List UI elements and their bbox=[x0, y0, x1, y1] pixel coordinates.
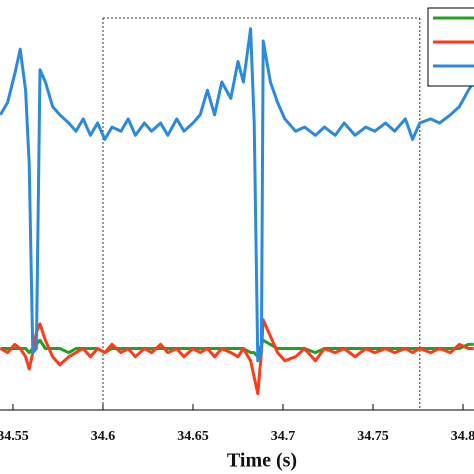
series-line bbox=[0, 338, 474, 359]
x-tick-label: 34.7 bbox=[271, 429, 296, 444]
legend-box bbox=[427, 7, 474, 87]
series-line bbox=[0, 318, 474, 396]
x-tick-label: 34.6 bbox=[91, 429, 116, 444]
x-tick-label: 34.55 bbox=[0, 429, 29, 444]
x-axis-label: Time (s) bbox=[227, 450, 297, 472]
x-tick-label: 34.8 bbox=[451, 429, 474, 444]
series-line bbox=[0, 27, 474, 363]
x-tick-label: 34.65 bbox=[177, 429, 209, 444]
x-tick-label: 34.75 bbox=[357, 429, 389, 444]
